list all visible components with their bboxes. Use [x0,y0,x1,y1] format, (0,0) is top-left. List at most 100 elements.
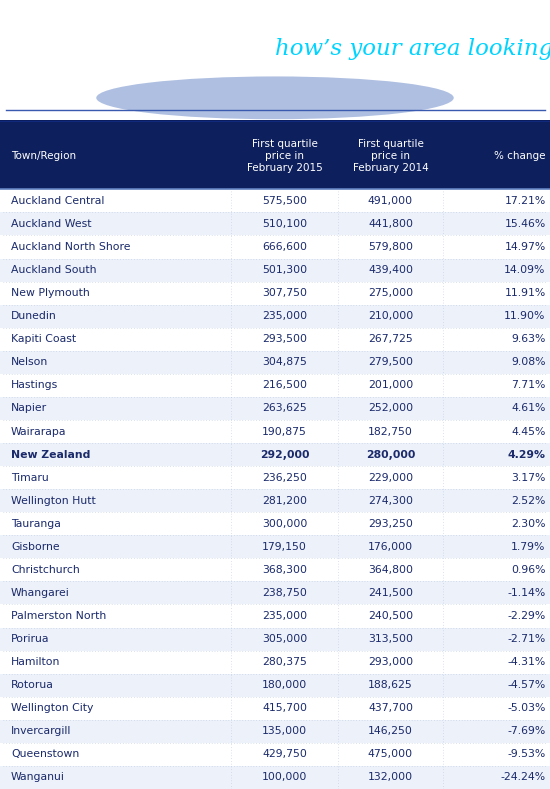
Text: 9.08%: 9.08% [511,357,546,368]
Bar [0,121,550,122]
Bar [0,581,550,604]
Text: House prices –: House prices – [97,38,275,60]
Text: 475,000: 475,000 [368,750,413,759]
Text: 429,750: 429,750 [262,750,307,759]
Text: 501,300: 501,300 [262,265,307,275]
Bar [0,121,550,122]
Text: 180,000: 180,000 [262,680,307,690]
Bar [0,120,550,122]
Bar [0,121,550,122]
Text: -2.29%: -2.29% [507,611,546,621]
Bar [0,120,550,122]
Bar [0,120,550,122]
Bar [0,627,550,651]
Bar [0,120,550,122]
Bar [0,120,550,122]
Text: 263,625: 263,625 [262,403,307,413]
Bar [0,327,550,351]
Bar [0,120,550,122]
Bar [0,121,550,122]
Text: 240,500: 240,500 [368,611,413,621]
Bar [0,120,550,122]
Bar [0,121,550,122]
Text: 4.61%: 4.61% [512,403,546,413]
Text: 9.63%: 9.63% [512,335,546,344]
Text: Christchurch: Christchurch [11,565,80,575]
Text: -7.69%: -7.69% [507,727,546,736]
Bar [0,351,550,374]
Bar [0,121,550,122]
Bar [0,120,550,122]
Bar [0,120,550,122]
Text: Gisborne: Gisborne [11,542,59,552]
Bar [0,121,550,122]
Text: -9.53%: -9.53% [507,750,546,759]
Text: 182,750: 182,750 [368,427,413,436]
Bar [0,121,550,122]
Text: Wellington Hutt: Wellington Hutt [11,495,96,506]
Text: 364,800: 364,800 [368,565,413,575]
Text: 179,150: 179,150 [262,542,307,552]
Bar [0,397,550,420]
Bar [0,121,550,122]
Bar [0,120,550,122]
Text: 4.29%: 4.29% [508,450,546,459]
Bar [0,120,550,122]
Bar [0,120,550,121]
Bar [0,120,550,122]
Text: 235,000: 235,000 [262,311,307,321]
Bar [0,120,550,121]
Bar [0,120,550,122]
Text: 300,000: 300,000 [262,519,307,529]
Bar [0,121,550,122]
Bar [0,121,550,122]
Bar [0,121,550,122]
Text: 307,750: 307,750 [262,288,307,298]
Text: 11.90%: 11.90% [504,311,546,321]
Text: 229,000: 229,000 [368,473,413,483]
Bar [0,121,550,122]
Bar [0,120,550,122]
Bar [0,121,550,122]
Text: First quartile
price in
February 2015: First quartile price in February 2015 [247,139,322,173]
Bar [0,121,550,122]
Text: Kapiti Coast: Kapiti Coast [11,335,76,344]
Text: Rotorua: Rotorua [11,680,54,690]
Bar [0,120,550,122]
Bar [0,121,550,122]
Text: 280,000: 280,000 [366,450,415,459]
Text: 146,250: 146,250 [368,727,413,736]
Text: 188,625: 188,625 [368,680,413,690]
Text: -4.31%: -4.31% [507,657,546,667]
Text: 190,875: 190,875 [262,427,307,436]
Text: Auckland North Shore: Auckland North Shore [11,242,130,252]
Text: 201,000: 201,000 [368,380,413,391]
Text: 252,000: 252,000 [368,403,413,413]
Bar [0,121,550,122]
Bar [0,121,550,122]
Bar [0,512,550,535]
Bar [0,121,550,122]
Bar [0,120,550,122]
Bar [0,489,550,512]
Bar [0,420,550,443]
Text: 132,000: 132,000 [368,772,413,783]
Bar [0,121,550,122]
Bar [0,121,550,122]
Bar [0,559,550,581]
Bar [0,235,550,259]
Text: 666,600: 666,600 [262,242,307,252]
Text: 437,700: 437,700 [368,703,413,713]
Text: 135,000: 135,000 [262,727,307,736]
Bar [0,120,550,122]
Bar [0,651,550,674]
Bar [0,120,550,122]
Bar [0,121,550,122]
Bar [0,535,550,559]
Bar [0,121,550,122]
Text: 11.91%: 11.91% [504,288,546,298]
Bar [0,121,550,122]
Bar [0,121,550,122]
Text: 0.96%: 0.96% [511,565,546,575]
Bar [0,189,550,212]
